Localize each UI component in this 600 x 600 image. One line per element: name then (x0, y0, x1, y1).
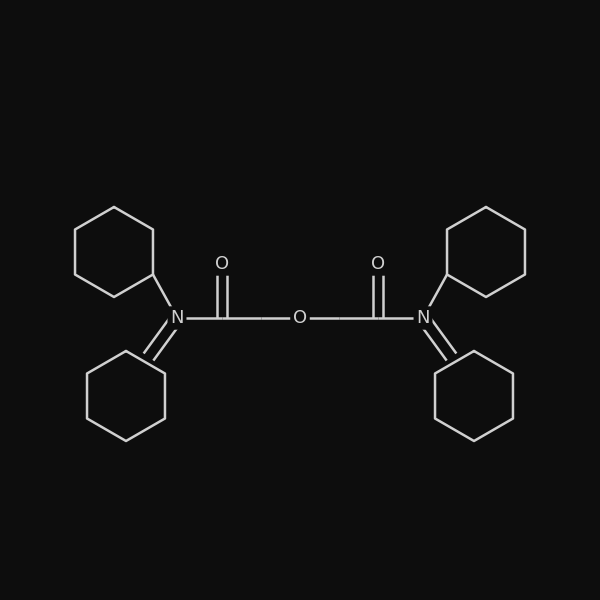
Text: O: O (293, 309, 307, 327)
Text: O: O (371, 255, 385, 273)
Text: N: N (170, 309, 184, 327)
Text: N: N (416, 309, 430, 327)
Text: O: O (215, 255, 229, 273)
